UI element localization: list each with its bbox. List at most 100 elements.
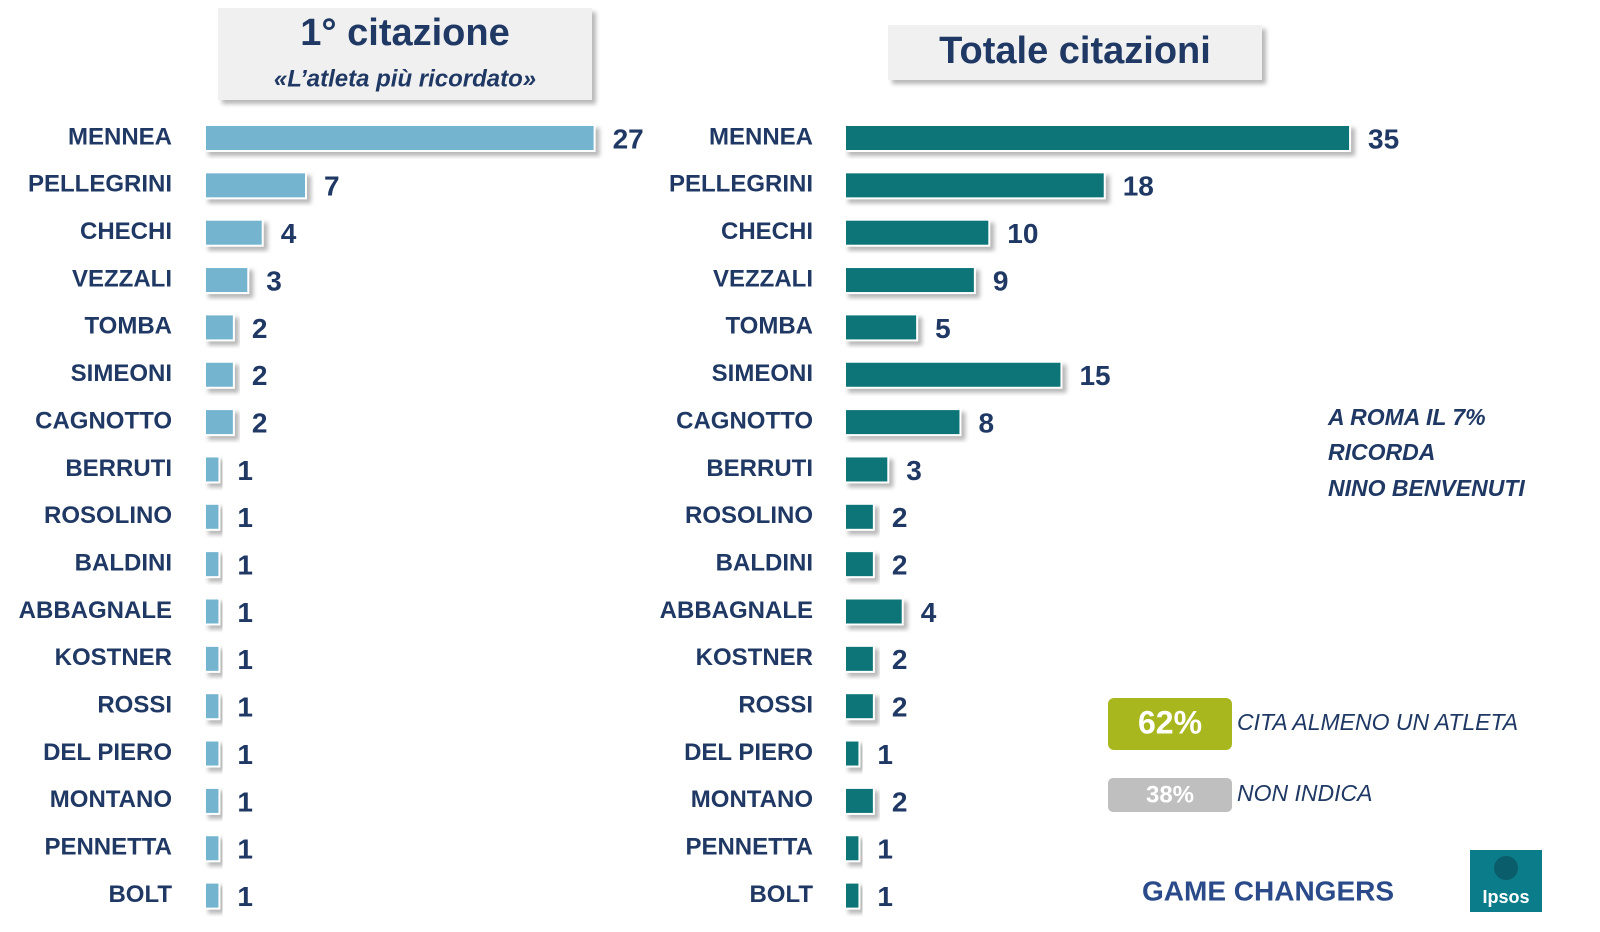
category-label: SIMEONI (712, 360, 813, 387)
value-label: 2 (892, 502, 908, 533)
logo: Ipsos (1482, 887, 1529, 907)
category-label: ABBAGNALE (660, 597, 813, 624)
value-label: 1 (237, 597, 253, 628)
annotation: A ROMA IL 7% (1327, 404, 1486, 430)
value-label: 27 (613, 123, 644, 154)
bar (844, 644, 875, 673)
value-label: 18 (1123, 171, 1154, 202)
value-label: 7 (324, 171, 340, 202)
category-label: TOMBA (84, 313, 172, 340)
summary-text: CITA ALMENO UN ATLETA (1237, 709, 1518, 735)
bar (204, 502, 221, 531)
category-label: CHECHI (721, 218, 813, 245)
category-label: PELLEGRINI (28, 171, 172, 198)
value-label: 1 (237, 550, 253, 581)
logo-mark (1494, 856, 1518, 880)
category-label: DEL PIERO (684, 739, 813, 766)
value-label: 1 (237, 455, 253, 486)
bar (204, 171, 308, 200)
value-label: 1 (237, 881, 253, 912)
brand: GAME CHANGERS (1142, 875, 1394, 906)
chart-title: 1° citazione (300, 12, 509, 54)
bar (844, 739, 861, 768)
badge (1108, 698, 1232, 750)
value-label: 1 (237, 644, 253, 675)
value-label: 1 (237, 502, 253, 533)
category-label: PENNETTA (685, 834, 813, 861)
category-label: CAGNOTTO (35, 407, 172, 434)
value-label: 2 (892, 550, 908, 581)
value-label: 8 (978, 407, 994, 438)
category-label: MONTANO (691, 786, 813, 813)
category-label: ABBAGNALE (19, 597, 172, 624)
value-label: 1 (237, 692, 253, 723)
header-box (888, 25, 1262, 80)
value-label: 35 (1368, 123, 1399, 154)
badge-label: 38% (1146, 781, 1194, 808)
value-label: 1 (877, 881, 893, 912)
category-label: ROSOLINO (44, 502, 172, 529)
value-label: 2 (252, 407, 268, 438)
bar (844, 786, 875, 815)
value-label: 3 (266, 265, 282, 296)
bar (204, 881, 221, 910)
bar (844, 834, 861, 863)
bar (204, 266, 250, 295)
bar (204, 313, 235, 342)
bar (844, 124, 1352, 152)
badge (1108, 778, 1232, 812)
category-label: MONTANO (50, 786, 172, 813)
bar (204, 834, 221, 863)
category-label: KOSTNER (696, 644, 813, 671)
value-label: 3 (906, 455, 922, 486)
bar (204, 786, 221, 815)
bar (204, 644, 221, 673)
header-box (218, 8, 592, 100)
category-label: ROSSI (738, 692, 813, 719)
bar (204, 597, 221, 626)
category-label: TOMBA (725, 313, 813, 340)
bar (204, 692, 221, 721)
bar (844, 881, 861, 910)
summary-text: NON INDICA (1237, 780, 1372, 806)
bar (204, 455, 221, 484)
value-label: 2 (892, 786, 908, 817)
bar (204, 739, 221, 768)
value-label: 1 (237, 834, 253, 865)
category-label: BERRUTI (706, 455, 813, 482)
bar (844, 597, 904, 626)
value-label: 2 (892, 692, 908, 723)
value-label: 4 (281, 218, 297, 249)
value-label: 15 (1079, 360, 1110, 391)
category-label: BOLT (749, 881, 813, 908)
category-label: VEZZALI (713, 265, 813, 292)
bar (844, 502, 875, 531)
category-label: CHECHI (80, 218, 172, 245)
category-label: BALDINI (75, 549, 172, 576)
bar (844, 266, 976, 295)
category-label: MENNEA (68, 123, 172, 150)
value-label: 1 (237, 786, 253, 817)
category-label: CAGNOTTO (676, 407, 813, 434)
annotation: RICORDA (1328, 439, 1435, 465)
category-label: BERRUTI (65, 455, 172, 482)
bar (204, 124, 596, 152)
badge-label: 62% (1138, 704, 1202, 740)
value-label: 2 (252, 360, 268, 391)
annotation: NINO BENVENUTI (1328, 475, 1525, 501)
category-label: PENNETTA (44, 834, 172, 861)
bar (204, 218, 264, 247)
bar (844, 692, 875, 721)
category-label: SIMEONI (71, 360, 172, 387)
bar (204, 408, 235, 437)
bar (204, 550, 221, 579)
bar (844, 360, 1063, 389)
bar (204, 360, 235, 389)
value-label: 9 (993, 265, 1009, 296)
value-label: 1 (237, 739, 253, 770)
category-label: BALDINI (716, 549, 813, 576)
bar (844, 455, 890, 484)
bar (844, 313, 919, 342)
category-label: MENNEA (709, 123, 813, 150)
